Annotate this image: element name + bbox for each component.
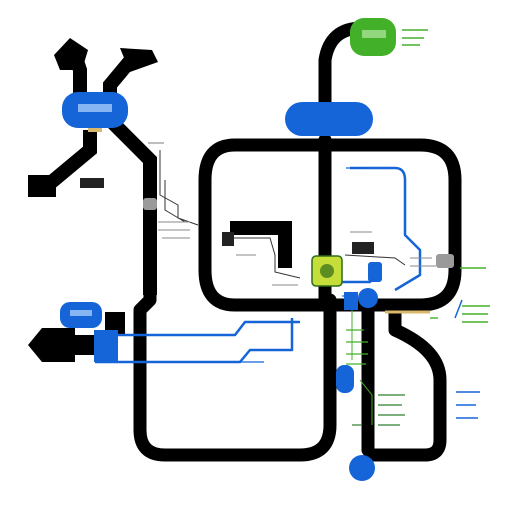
wire-center-left [232, 237, 301, 279]
marks-left-gray [148, 142, 436, 286]
junction-core [320, 264, 334, 278]
blue-box-left-valve[interactable] [94, 330, 118, 362]
arrow-up-icon [54, 38, 88, 70]
pipe-center-feed [230, 221, 292, 268]
blue-conduit-lower-left-2 [118, 320, 300, 337]
blue-capsule-lower[interactable] [336, 365, 354, 393]
dark-tag-center-left [222, 232, 234, 246]
pipe-left-vertical [133, 153, 337, 462]
pipe-top-left-cap [120, 48, 158, 72]
wire-left-cluster [159, 150, 199, 226]
marks-right-green [430, 267, 490, 323]
pipe-right-descending [363, 298, 447, 462]
nodes [60, 18, 454, 481]
blue-node-top-center[interactable] [285, 102, 373, 136]
arrow-left-icon [28, 328, 75, 362]
pipe-left-diagonal [43, 130, 97, 191]
annotation-marks [148, 29, 490, 426]
dark-tag-left [80, 178, 104, 188]
blue-node-left-bottom-glyph [70, 310, 92, 316]
dark-tag-center [352, 242, 374, 254]
gray-tag-left [143, 198, 157, 210]
pipe-central-loop [198, 138, 462, 312]
marks-center-green [346, 329, 368, 365]
instrument-wires [159, 150, 406, 425]
gray-tag-right [436, 254, 454, 268]
blue-valve-right-top[interactable] [368, 262, 382, 282]
wire-center-right [344, 254, 406, 266]
marks-center-blue [236, 167, 366, 363]
valve-icon[interactable] [358, 288, 378, 308]
pipe-left-block [28, 175, 56, 197]
blue-conduit-far-right [454, 299, 463, 319]
green-node-label-glyph [362, 30, 386, 38]
blue-drop-bottom[interactable] [349, 455, 375, 481]
marks-lower-center [352, 394, 405, 426]
tan-stub-left [88, 128, 102, 132]
blue-conduit-right [350, 166, 422, 292]
blue-rect-center [344, 292, 358, 310]
green-wire-lower [351, 310, 373, 425]
marks-top-right-green [402, 29, 428, 46]
marks-right-blue [456, 391, 480, 419]
blue-node-left-glyph [78, 104, 112, 112]
blue-conduit-lower-left [95, 318, 294, 364]
